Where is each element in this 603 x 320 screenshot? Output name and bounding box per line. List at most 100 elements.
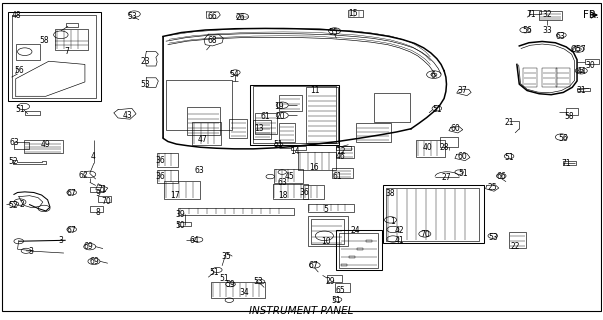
Bar	[192, 123, 221, 145]
Text: 58: 58	[564, 112, 574, 121]
Bar	[308, 204, 355, 212]
Bar	[55, 29, 88, 50]
Bar	[341, 264, 347, 266]
Text: 10: 10	[321, 237, 330, 246]
Text: 6: 6	[430, 71, 435, 80]
Text: 8: 8	[96, 208, 101, 217]
Text: 23: 23	[140, 57, 150, 66]
Text: 69: 69	[89, 258, 99, 267]
Text: 12: 12	[336, 147, 346, 156]
Text: 36: 36	[300, 188, 309, 197]
Text: 1: 1	[391, 217, 396, 226]
Text: 30: 30	[586, 60, 595, 69]
Bar	[274, 169, 303, 183]
Text: 7: 7	[65, 47, 69, 56]
Bar	[308, 216, 349, 246]
Text: 28: 28	[440, 143, 449, 152]
Bar	[25, 111, 40, 116]
Text: 39: 39	[175, 210, 185, 219]
Text: 71: 71	[561, 159, 571, 168]
Bar	[539, 11, 562, 20]
Bar	[165, 181, 200, 199]
Text: 51: 51	[432, 105, 441, 114]
Text: 51: 51	[16, 105, 25, 114]
Text: 20: 20	[276, 112, 285, 121]
Text: 63: 63	[277, 179, 287, 188]
Bar	[339, 233, 378, 268]
Text: 66: 66	[207, 12, 217, 21]
Text: 47: 47	[197, 135, 207, 144]
Text: 35: 35	[221, 252, 231, 261]
Text: 55: 55	[329, 28, 338, 37]
Text: 70: 70	[101, 197, 111, 206]
Text: 29: 29	[326, 276, 335, 285]
Bar	[253, 120, 271, 139]
Bar	[8, 12, 101, 101]
Bar	[311, 219, 344, 244]
Text: FR.: FR.	[584, 10, 599, 20]
Bar	[356, 123, 391, 141]
Bar	[366, 240, 372, 242]
Bar	[211, 282, 265, 298]
Text: 44: 44	[576, 67, 586, 76]
Bar	[178, 222, 191, 226]
Text: 11: 11	[310, 86, 320, 95]
Text: 60: 60	[450, 124, 459, 133]
Text: 63: 63	[555, 32, 565, 41]
Text: 65: 65	[336, 286, 346, 295]
Text: 52: 52	[8, 201, 17, 210]
Text: 45: 45	[285, 172, 294, 181]
Bar	[166, 80, 232, 130]
Bar	[291, 146, 306, 150]
Text: 61: 61	[333, 172, 343, 181]
Text: 68: 68	[207, 36, 217, 45]
Text: 56: 56	[522, 27, 532, 36]
Text: 64: 64	[189, 236, 199, 245]
Bar	[358, 248, 364, 250]
Bar	[11, 15, 96, 98]
Text: 14: 14	[291, 147, 300, 156]
Text: 53: 53	[140, 80, 150, 89]
Text: 36: 36	[155, 172, 165, 181]
Text: 67: 67	[67, 189, 77, 198]
Text: 15: 15	[348, 9, 358, 18]
Text: 66: 66	[496, 172, 506, 181]
Text: 63: 63	[194, 166, 204, 175]
Bar	[279, 123, 295, 141]
Text: 51: 51	[332, 296, 341, 305]
Text: 67: 67	[67, 226, 77, 235]
Bar	[542, 68, 557, 87]
Bar	[253, 86, 336, 143]
Text: 36: 36	[155, 156, 165, 165]
Text: 31: 31	[576, 86, 586, 95]
Text: 53: 53	[253, 277, 263, 286]
Text: 51: 51	[209, 268, 219, 277]
Text: 3: 3	[58, 236, 63, 245]
Text: 71: 71	[97, 185, 107, 194]
Bar	[14, 142, 29, 149]
Bar	[556, 68, 570, 87]
Text: 42: 42	[394, 226, 404, 235]
Text: 59: 59	[226, 280, 235, 289]
Text: 46: 46	[336, 152, 346, 161]
Text: 24: 24	[351, 226, 361, 235]
Text: 60: 60	[458, 152, 467, 161]
Text: 51: 51	[219, 274, 229, 283]
Bar	[349, 256, 355, 258]
Text: 53: 53	[127, 12, 137, 21]
Bar	[349, 10, 364, 17]
Bar	[586, 59, 599, 64]
Bar	[279, 95, 302, 111]
Text: 62: 62	[79, 171, 89, 180]
Bar	[157, 170, 178, 183]
Bar	[335, 283, 350, 292]
Text: 19: 19	[274, 102, 283, 111]
Text: 49: 49	[41, 140, 51, 149]
Bar	[298, 152, 336, 170]
Text: INSTRUMENT PANEL: INSTRUMENT PANEL	[249, 306, 354, 316]
Bar	[303, 186, 324, 199]
Bar	[374, 93, 410, 122]
Bar	[178, 208, 294, 215]
Text: 67: 67	[309, 261, 318, 270]
Text: 53: 53	[488, 233, 497, 242]
